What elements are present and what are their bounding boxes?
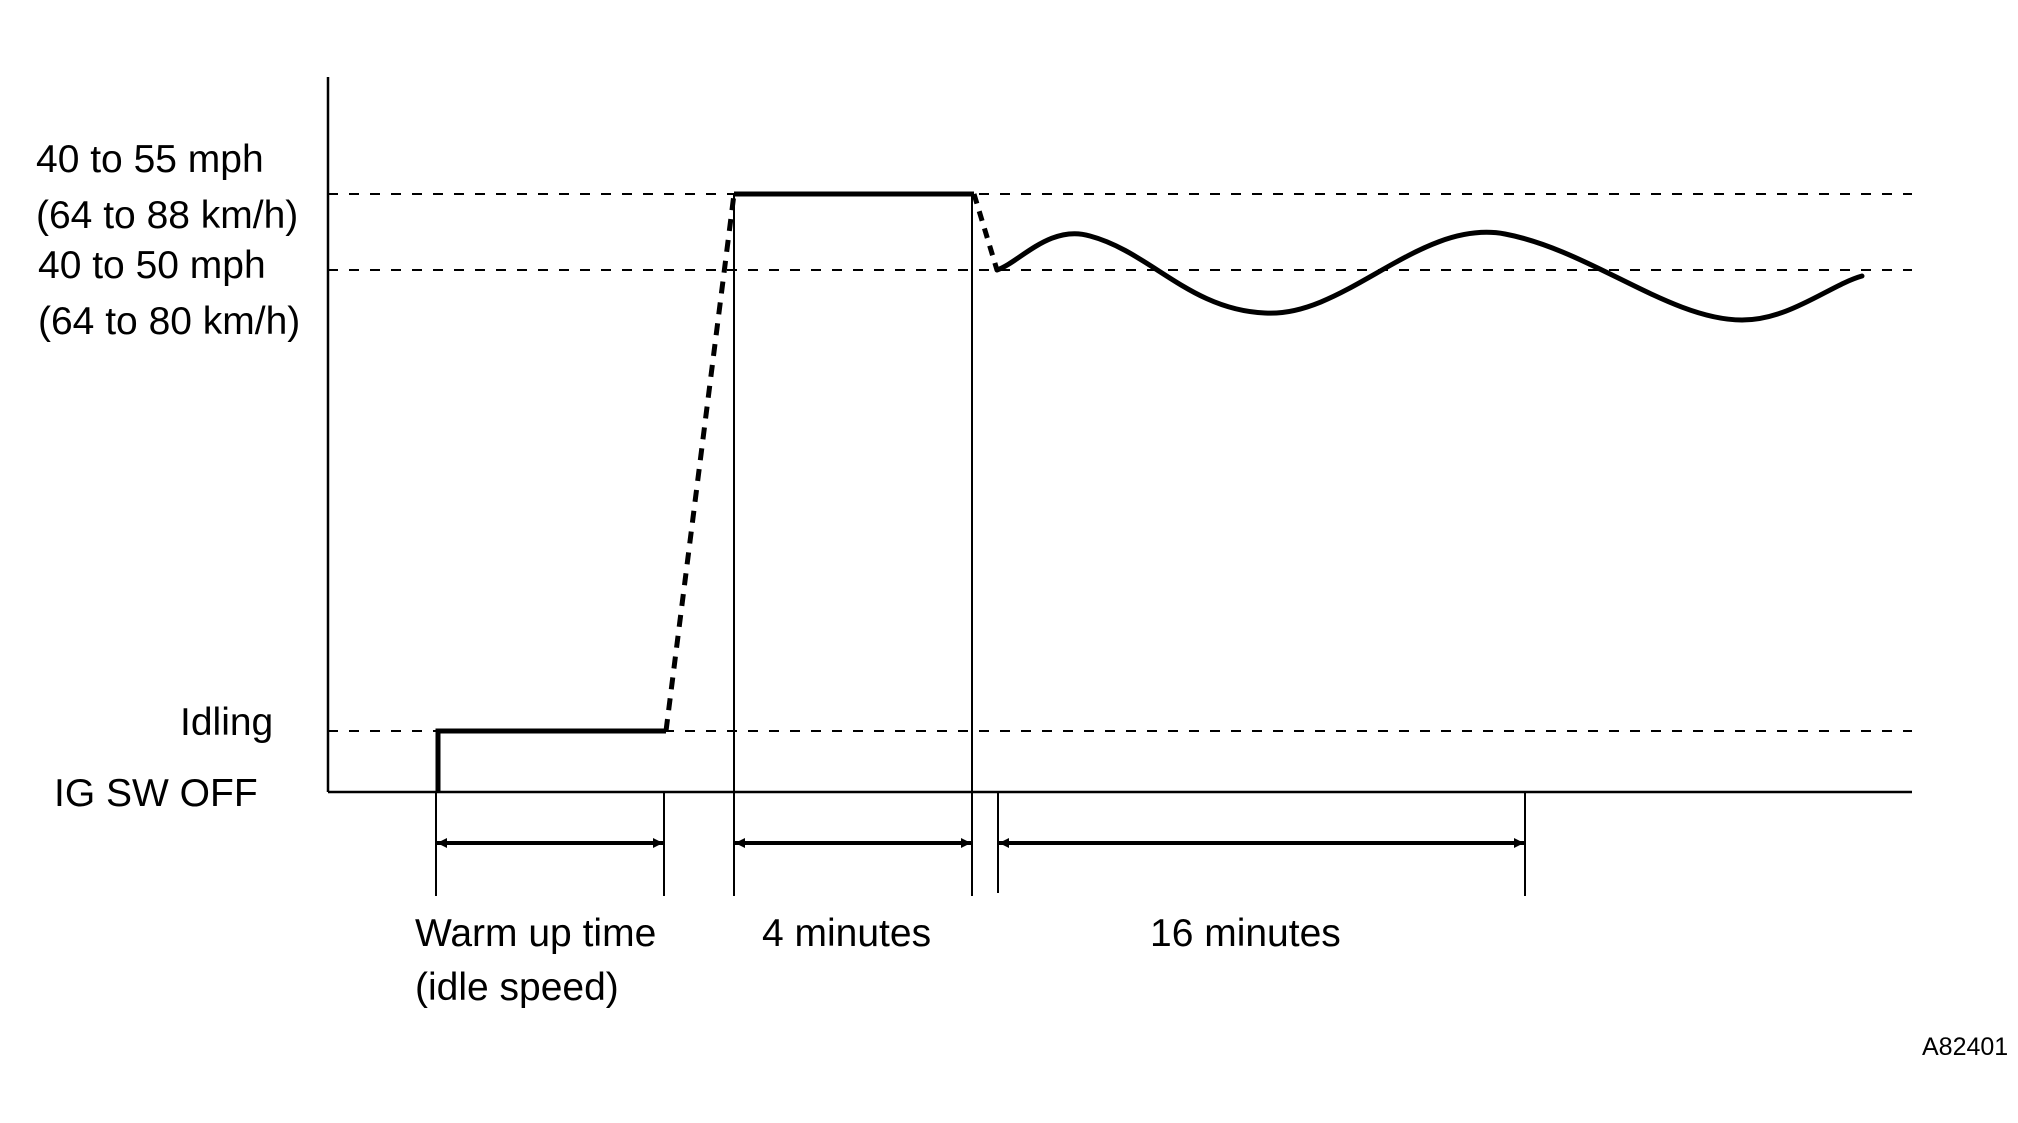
- label-idling: Idling: [180, 701, 273, 744]
- label-warm-up-time: Warm up time: [415, 912, 656, 955]
- figure-code: A82401: [1922, 1033, 2008, 1061]
- label-40-55-mph: 40 to 55 mph: [36, 138, 264, 181]
- ig-on-step: [435, 728, 666, 792]
- label-64-80-kmh: (64 to 80 km/h): [38, 300, 300, 343]
- label-16-minutes: 16 minutes: [1150, 912, 1341, 955]
- deceleration-drop: [971, 193, 1000, 271]
- acceleration-ramp: [663, 193, 737, 732]
- label-64-88-kmh: (64 to 88 km/h): [36, 194, 298, 237]
- label-4-minutes: 4 minutes: [762, 912, 931, 955]
- label-ig-sw-off: IG SW OFF: [54, 772, 258, 815]
- label-idle-speed: (idle speed): [415, 966, 619, 1009]
- label-40-50-mph: 40 to 50 mph: [38, 244, 266, 287]
- cruise-wave: [994, 229, 1865, 323]
